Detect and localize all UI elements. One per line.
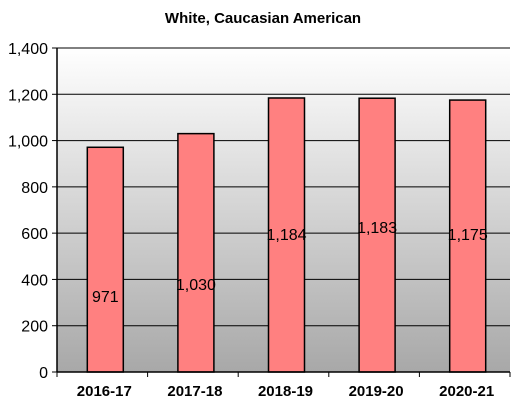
bar bbox=[358, 97, 396, 373]
x-tick-label: 2020-21 bbox=[439, 383, 494, 400]
x-tick-label: 2016-17 bbox=[77, 383, 132, 400]
y-tick-label: 0 bbox=[39, 365, 48, 382]
bar bbox=[448, 99, 487, 373]
x-tick-label: 2017-18 bbox=[167, 383, 222, 400]
y-axis-ticks: 0 200 400 600 800 1,000 1,200 1,400 bbox=[8, 41, 57, 382]
data-label: 971 bbox=[92, 289, 119, 306]
y-tick-label: 400 bbox=[21, 272, 48, 289]
y-tick-label: 800 bbox=[21, 180, 48, 197]
y-tick-label: 1,000 bbox=[8, 134, 48, 151]
bar bbox=[86, 146, 125, 373]
data-label: 1,175 bbox=[448, 227, 488, 244]
x-tick-label: 2018-19 bbox=[258, 383, 313, 400]
data-label: 1,183 bbox=[357, 220, 397, 237]
data-label: 1,184 bbox=[266, 227, 306, 244]
x-axis-ticks: 2016-17 2017-18 2018-19 2019-20 2020-21 bbox=[56, 372, 511, 400]
y-tick-label: 200 bbox=[21, 319, 48, 336]
x-tick-label: 2019-20 bbox=[349, 383, 404, 400]
data-labels: 971 1,030 1,184 1,183 1,175 bbox=[92, 220, 488, 306]
chart-title: White, Caucasian American bbox=[165, 10, 361, 27]
y-tick-label: 1,400 bbox=[8, 41, 48, 58]
bar bbox=[267, 97, 306, 373]
bar bbox=[177, 132, 215, 373]
y-tick-label: 600 bbox=[21, 226, 48, 243]
bars bbox=[86, 97, 487, 373]
data-label: 1,030 bbox=[176, 277, 216, 294]
y-tick-label: 1,200 bbox=[8, 87, 48, 104]
